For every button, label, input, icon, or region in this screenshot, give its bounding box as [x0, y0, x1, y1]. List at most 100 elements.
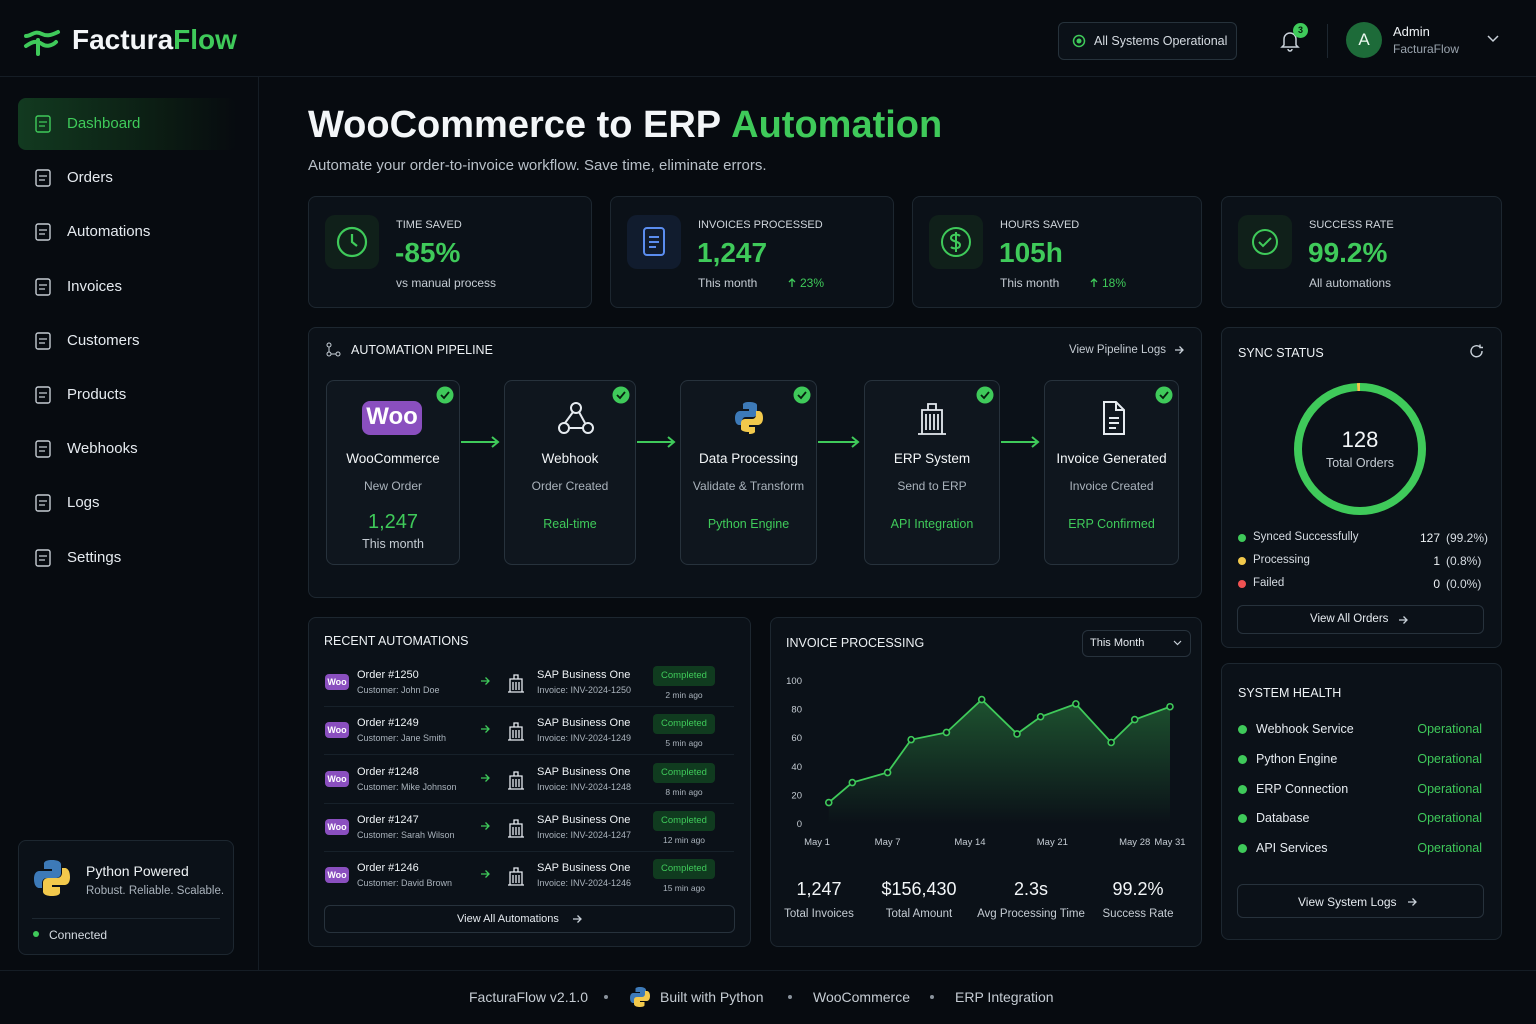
- health-name: API Services: [1256, 841, 1328, 856]
- bell-icon: [1280, 32, 1300, 52]
- area: [828, 699, 1170, 824]
- status-badge: [653, 714, 715, 735]
- order-id: Order #1250: [357, 669, 419, 681]
- nav-item[interactable]: Automations: [67, 223, 151, 241]
- stat-value: 99.2%: [1308, 237, 1388, 268]
- status-badge-text: Completed: [661, 863, 707, 875]
- line: [828, 698, 1171, 804]
- sync-count: 0: [1433, 577, 1440, 591]
- notification-count: 3: [1297, 25, 1303, 35]
- pipeline-icon: [326, 342, 341, 357]
- order-customer: Customer: Mike Johnson: [357, 781, 457, 792]
- check-badge: [976, 386, 994, 404]
- nav-item[interactable]: Webhooks: [67, 440, 138, 458]
- period-select[interactable]: [1082, 630, 1191, 657]
- python-logo: [630, 987, 650, 1007]
- point: [1036, 712, 1045, 721]
- python-title: Python Powered: [86, 863, 189, 879]
- sync-label: Synced Successfully: [1253, 531, 1359, 543]
- donut-label: Total Orders: [1325, 456, 1395, 470]
- summary-label: Avg Processing Time: [977, 908, 1085, 920]
- step-sub: Validate & Transform: [692, 479, 805, 493]
- logo-text: Factura: [72, 24, 174, 55]
- stat-icon: [941, 227, 971, 257]
- health-name: ERP Connection: [1256, 781, 1349, 796]
- step-name: WooCommerce: [346, 451, 440, 466]
- step-tag: Real-time: [543, 517, 597, 531]
- order-id: Order #1247: [357, 813, 419, 826]
- logo: FacturaFlow: [72, 26, 237, 54]
- avatar[interactable]: [1346, 22, 1382, 58]
- woo-badge: [325, 722, 349, 739]
- health-status: Operational: [1417, 751, 1482, 766]
- health-dot: [1238, 784, 1247, 794]
- status-badge: [653, 762, 715, 783]
- step-sub: New Order: [363, 479, 422, 493]
- nav-icon: [35, 332, 51, 350]
- erp-name: SAP Business One: [537, 669, 631, 681]
- summary-value: 1,247: [796, 879, 842, 899]
- stat-change: 18%: [1102, 276, 1127, 290]
- erp-name: SAP Business One: [537, 862, 631, 875]
- health-title: SYSTEM HEALTH: [1238, 686, 1342, 700]
- pipeline-link[interactable]: View Pipeline Logs: [1069, 344, 1166, 356]
- health-status: Operational: [1417, 781, 1482, 796]
- status-pill[interactable]: [1058, 22, 1237, 60]
- erp-icon: [508, 867, 524, 886]
- woo-badge: [325, 867, 349, 884]
- sync-button-text[interactable]: View All Orders: [1310, 613, 1389, 625]
- recent-button[interactable]: [324, 905, 735, 933]
- footer-separator: [788, 995, 792, 999]
- row-divider: [324, 850, 734, 852]
- footer-item: Built with Python: [660, 989, 764, 1005]
- point: [977, 695, 986, 704]
- point: [1166, 702, 1174, 711]
- health-button-text[interactable]: View System Logs: [1298, 895, 1397, 909]
- order-id: Order #1246: [357, 862, 419, 875]
- nav-item[interactable]: Products: [67, 386, 127, 403]
- sync-label: Processing: [1253, 554, 1310, 566]
- y-tick-label: 20: [791, 790, 802, 801]
- nav-item[interactable]: Customers: [67, 331, 140, 349]
- step-note: This month: [362, 537, 424, 551]
- period-text[interactable]: This Month: [1090, 637, 1145, 649]
- connected-dot: [33, 931, 39, 937]
- step-name: ERP System: [893, 451, 971, 466]
- sync-button[interactable]: [1237, 605, 1484, 634]
- woo-badge-text: Woo: [327, 677, 347, 687]
- health-name: Database: [1256, 811, 1310, 826]
- hero-title-part: Automation: [731, 104, 943, 146]
- nav-item[interactable]: Orders: [67, 169, 113, 187]
- flow-arrow: [637, 436, 676, 448]
- nav-item[interactable]: Logs: [67, 494, 100, 512]
- health-dot: [1238, 844, 1247, 854]
- summary-label: Total Amount: [885, 908, 953, 920]
- python-card: [18, 840, 234, 955]
- chevron-icon: [1487, 35, 1499, 43]
- woo-badge: [362, 401, 422, 435]
- point: [883, 768, 892, 777]
- stat-icon: [643, 227, 665, 256]
- line-chart: 0 20 40 60 80 100 May 1 May 7 May 14 May 21 May 28…: [786, 676, 1185, 848]
- footer-item: FacturaFlow v2.1.0: [469, 989, 589, 1005]
- stat-label: TIME SAVED: [396, 219, 462, 231]
- step-icon: [1102, 401, 1125, 435]
- woo-badge-text: Woo: [327, 725, 347, 736]
- footer-separator: [604, 995, 608, 999]
- nav-item[interactable]: Settings: [67, 548, 122, 566]
- nav-item[interactable]: Dashboard: [67, 115, 141, 132]
- recent-button-text[interactable]: View All Automations: [457, 913, 559, 925]
- health-dot: [1238, 725, 1247, 734]
- point: [1013, 730, 1021, 738]
- nav-item[interactable]: Invoices: [67, 277, 123, 295]
- order-customer: Customer: Sarah Wilson: [357, 829, 455, 840]
- row-divider: [324, 802, 734, 804]
- hero-title: WooCommerce to ERP Automation: [308, 106, 942, 144]
- health-button[interactable]: [1237, 884, 1484, 918]
- status-badge-text: Completed: [661, 766, 707, 778]
- nav-icon: [35, 386, 51, 404]
- step-value: 1,247: [367, 511, 419, 533]
- sync-pct: (0.8%): [1446, 554, 1482, 568]
- summary-value: 2.3s: [1013, 879, 1049, 899]
- arrow-icon: [481, 677, 490, 685]
